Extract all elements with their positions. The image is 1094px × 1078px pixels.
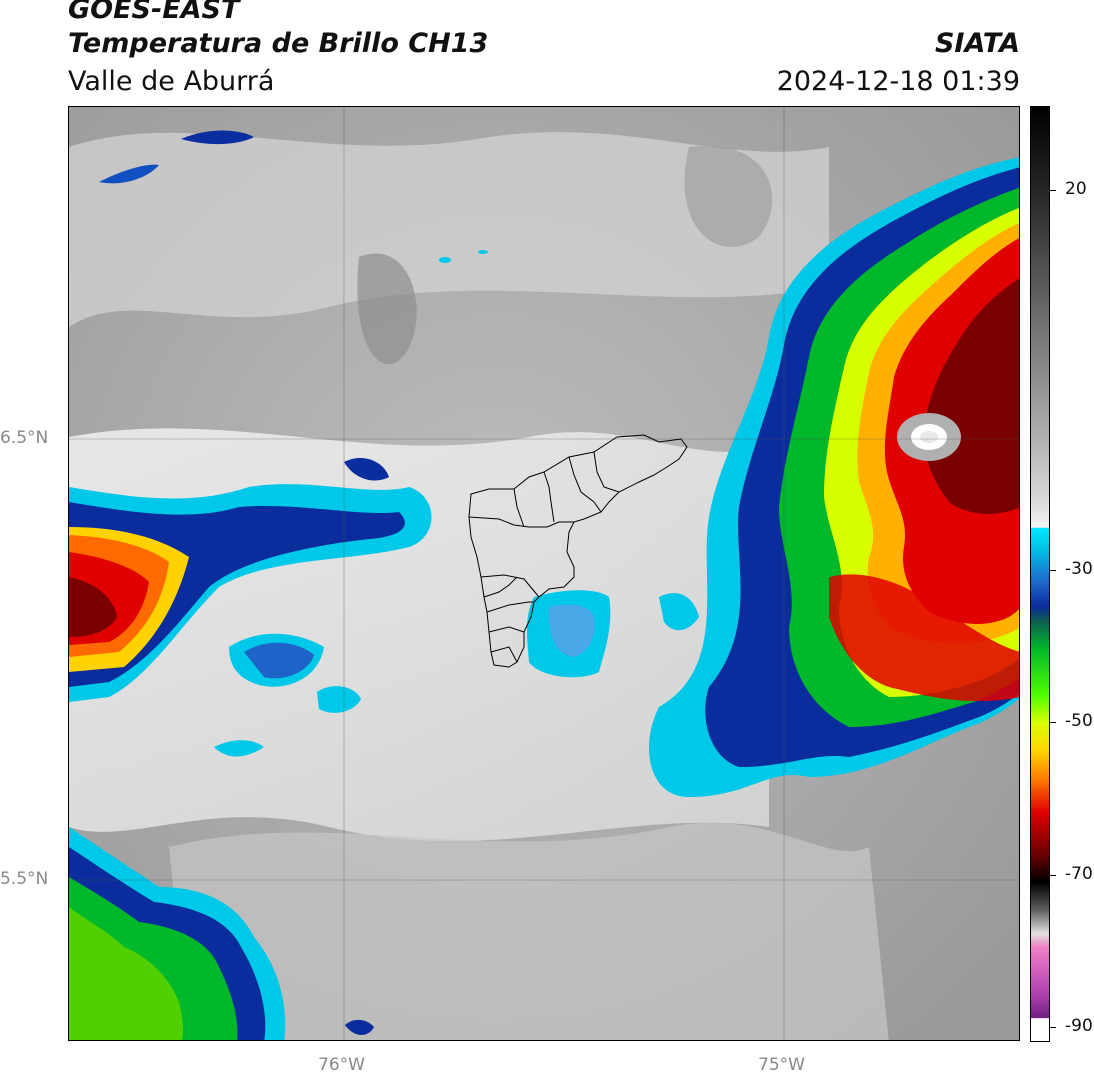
cloud-blob-center-1-core xyxy=(244,642,314,679)
colorbar-tick-mark xyxy=(1050,190,1056,191)
cloud-blob-center-3 xyxy=(214,740,264,757)
lon-label-75w: 75°W xyxy=(758,1055,805,1075)
cloud-blob-center-2 xyxy=(317,686,361,713)
light-cloud-band-north xyxy=(69,132,829,327)
timestamp-label: 2024-12-18 01:39 xyxy=(776,66,1020,97)
region-subtitle: Valle de Aburrá xyxy=(68,66,275,97)
cloud-streak-west-1 xyxy=(344,457,389,481)
dark-cloud-patch xyxy=(357,253,417,365)
colorbar-tick-label: -30 xyxy=(1065,559,1093,579)
colorbar-tick-label: -50 xyxy=(1065,711,1093,731)
colorbar-tick-mark xyxy=(1050,875,1056,876)
cloud-speck-2 xyxy=(478,250,488,254)
lat-label-6-5n: 6.5°N xyxy=(0,428,49,448)
product-title: Temperatura de Brillo CH13 xyxy=(68,28,489,59)
colorbar-tick-label: -70 xyxy=(1065,864,1093,884)
satellite-map xyxy=(68,106,1020,1041)
lat-label-5-5n: 5.5°N xyxy=(0,869,49,889)
cloud-bits-south xyxy=(345,1019,374,1035)
cloud-streak-north-2 xyxy=(99,164,159,184)
dark-cloud-patch-2 xyxy=(684,145,773,247)
storm-cell-southeast xyxy=(829,574,1019,702)
lon-label-76w: 76°W xyxy=(318,1055,365,1075)
cloud-speck-1 xyxy=(439,257,451,263)
colorbar-tick-label: 20 xyxy=(1065,179,1087,199)
cloud-blob-mid-east xyxy=(659,593,699,631)
cloud-blob-aburra-core xyxy=(548,604,595,657)
colorbar-tick-mark xyxy=(1050,1027,1056,1028)
colorbar-tick-mark xyxy=(1050,570,1056,571)
colorbar xyxy=(1030,106,1050,1042)
colorbar-tick-mark xyxy=(1050,722,1056,723)
organization-label: SIATA xyxy=(934,28,1020,59)
colorbar-gradient xyxy=(1031,107,1049,1041)
light-cloud-band-south xyxy=(169,822,889,1040)
satellite-title: GOES-EAST xyxy=(68,0,240,25)
municipal-boundaries xyxy=(468,434,688,668)
storm-cell-west xyxy=(69,484,432,702)
cloud-streak-north-1 xyxy=(181,130,254,145)
colorbar-tick-label: -90 xyxy=(1065,1016,1093,1036)
